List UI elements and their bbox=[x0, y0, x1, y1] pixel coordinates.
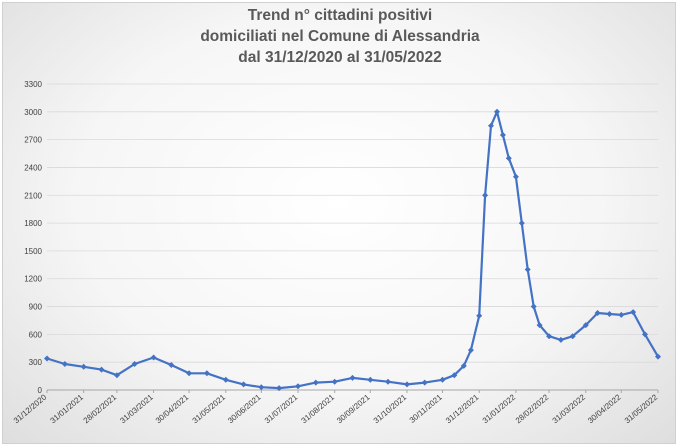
data-point-19 bbox=[385, 378, 391, 385]
data-point-24 bbox=[460, 362, 467, 369]
y-tick-label-300: 300 bbox=[29, 358, 43, 367]
y-tick-label-1500: 1500 bbox=[24, 247, 42, 256]
data-point-29 bbox=[494, 108, 500, 115]
data-point-9 bbox=[203, 370, 210, 377]
chart-title-line-1: Trend n° cittadini positivi bbox=[247, 7, 433, 24]
data-point-6 bbox=[150, 354, 157, 361]
data-point-17 bbox=[349, 374, 356, 381]
x-tick-label-2: 28/02/2021 bbox=[82, 392, 119, 425]
data-point-27 bbox=[482, 192, 489, 199]
data-point-28 bbox=[488, 122, 494, 129]
y-tick-label-0: 0 bbox=[38, 386, 43, 395]
data-point-34 bbox=[524, 266, 531, 273]
data-point-4 bbox=[113, 372, 120, 379]
gridlines bbox=[47, 83, 658, 391]
y-tick-label-1800: 1800 bbox=[24, 219, 42, 228]
data-point-35 bbox=[530, 303, 537, 310]
data-point-42 bbox=[606, 311, 613, 317]
data-point-39 bbox=[569, 333, 576, 340]
x-tick-label-14: 28/02/2022 bbox=[514, 392, 551, 425]
x-tick-label-6: 30/06/2021 bbox=[226, 392, 263, 425]
data-point-23 bbox=[451, 372, 458, 379]
x-tick-label-4: 30/04/2021 bbox=[154, 392, 191, 425]
x-tick-label-11: 30/11/2021 bbox=[408, 392, 444, 425]
data-point-40 bbox=[582, 322, 589, 329]
x-tick-label-16: 30/04/2022 bbox=[586, 392, 623, 425]
data-point-44 bbox=[630, 309, 637, 316]
data-point-13 bbox=[276, 385, 283, 392]
data-point-32 bbox=[512, 173, 519, 180]
x-tick-label-7: 31/07/2021 bbox=[263, 392, 300, 425]
y-tick-label-3300: 3300 bbox=[24, 80, 42, 89]
data-point-22 bbox=[439, 376, 446, 383]
data-point-46 bbox=[655, 353, 661, 360]
data-point-12 bbox=[258, 384, 265, 391]
data-point-14 bbox=[295, 383, 301, 390]
data-point-3 bbox=[98, 366, 105, 373]
data-point-1 bbox=[61, 361, 68, 367]
data-point-26 bbox=[476, 312, 483, 319]
data-point-30 bbox=[499, 132, 506, 138]
data-point-8 bbox=[186, 370, 193, 377]
data-point-7 bbox=[168, 362, 175, 368]
x-tick-label-8: 31/08/2021 bbox=[300, 392, 337, 425]
data-point-0 bbox=[44, 355, 50, 362]
data-point-15 bbox=[312, 379, 319, 386]
data-point-5 bbox=[131, 361, 138, 367]
x-tick-label-12: 31/12/2021 bbox=[444, 392, 481, 425]
y-tick-label-600: 600 bbox=[29, 330, 43, 339]
data-point-33 bbox=[518, 220, 525, 227]
data-point-45 bbox=[642, 331, 648, 338]
data-point-10 bbox=[222, 376, 229, 383]
data-point-16 bbox=[331, 378, 338, 385]
data-point-25 bbox=[467, 347, 474, 354]
x-tick-label-0: 31/12/2020 bbox=[12, 392, 49, 425]
y-axis-ticks: 0 300 600 900 1200 1500 1800 2100 2400 2700 3000 33… bbox=[24, 80, 42, 395]
x-tick-label-15: 31/03/2022 bbox=[551, 392, 588, 425]
data-point-21 bbox=[421, 379, 428, 386]
y-tick-label-1200: 1200 bbox=[24, 275, 42, 284]
series-line bbox=[46, 110, 659, 390]
x-tick-label-10: 31/10/2021 bbox=[372, 392, 409, 425]
chart-title-line-2: domiciliati nel Comune di Alessandria bbox=[200, 28, 480, 45]
chart-title-line-3: dal 31/12/2020 al 31/05/2022 bbox=[238, 49, 442, 66]
data-point-36 bbox=[536, 322, 543, 329]
data-point-37 bbox=[546, 333, 553, 340]
data-point-41 bbox=[594, 310, 601, 316]
data-point-2 bbox=[80, 363, 87, 370]
data-point-11 bbox=[240, 381, 247, 388]
data-point-43 bbox=[618, 311, 625, 318]
x-tick-label-3: 31/03/2021 bbox=[118, 392, 155, 425]
x-tick-label-17: 31/05/2022 bbox=[623, 392, 660, 425]
y-tick-label-2700: 2700 bbox=[24, 136, 42, 145]
data-point-20 bbox=[404, 381, 410, 388]
data-series bbox=[44, 108, 661, 392]
y-tick-label-2100: 2100 bbox=[24, 191, 42, 200]
data-point-38 bbox=[557, 336, 564, 343]
x-tick-label-5: 31/05/2021 bbox=[191, 392, 228, 425]
y-tick-label-3000: 3000 bbox=[24, 108, 42, 117]
data-point-31 bbox=[505, 155, 512, 162]
y-tick-label-900: 900 bbox=[29, 303, 43, 312]
x-tick-label-1: 31/01/2021 bbox=[49, 392, 86, 425]
y-tick-label-2400: 2400 bbox=[24, 163, 42, 172]
data-point-18 bbox=[367, 376, 374, 383]
x-tick-label-9: 30/09/2021 bbox=[335, 392, 372, 425]
x-tick-label-13: 31/01/2022 bbox=[481, 392, 518, 425]
